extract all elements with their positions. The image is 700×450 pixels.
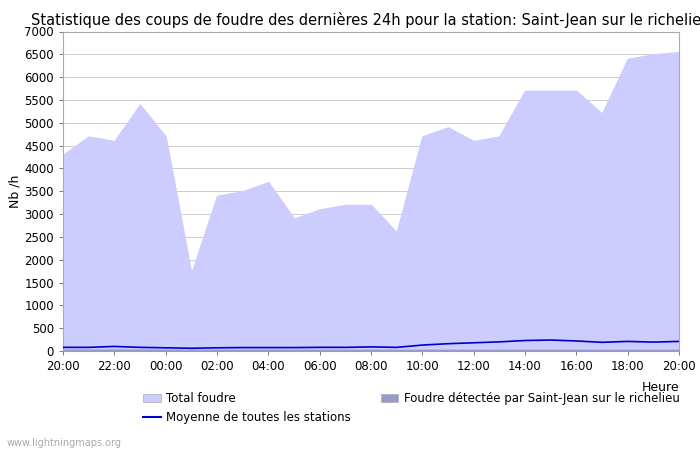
Text: www.lightningmaps.org: www.lightningmaps.org xyxy=(7,438,122,448)
Legend: Total foudre, Moyenne de toutes les stations, Foudre détectée par Saint-Jean sur: Total foudre, Moyenne de toutes les stat… xyxy=(143,392,680,424)
Title: Statistique des coups de foudre des dernières 24h pour la station: Saint-Jean su: Statistique des coups de foudre des dern… xyxy=(32,12,700,27)
Text: Heure: Heure xyxy=(641,381,679,394)
Y-axis label: Nb /h: Nb /h xyxy=(8,175,22,208)
